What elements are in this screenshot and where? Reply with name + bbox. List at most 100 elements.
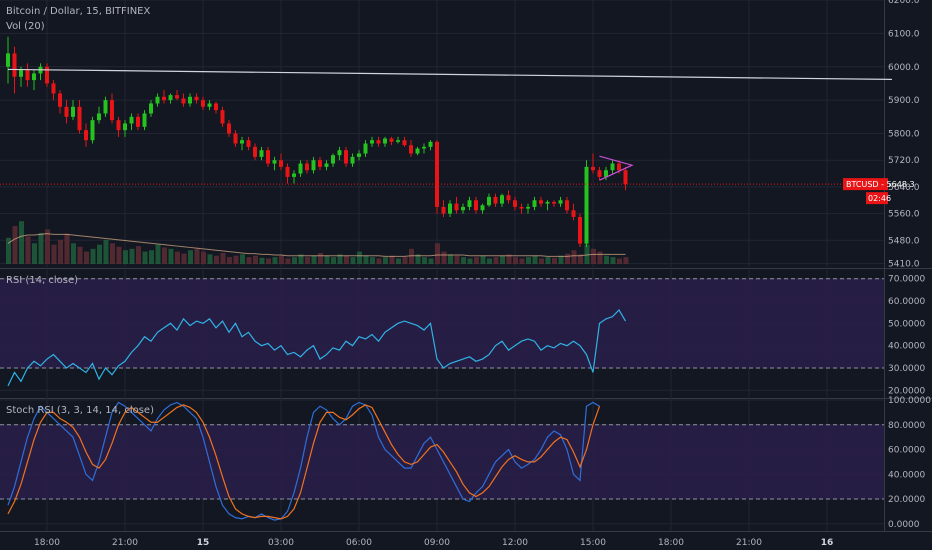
candle-body[interactable]	[402, 140, 407, 146]
candle-body[interactable]	[623, 170, 628, 185]
candle-body[interactable]	[272, 160, 277, 164]
candle-body[interactable]	[493, 196, 498, 204]
candle-body[interactable]	[110, 100, 114, 121]
candle-body[interactable]	[233, 133, 238, 144]
candle-body[interactable]	[142, 113, 147, 127]
candle-body[interactable]	[227, 123, 231, 134]
candle-body[interactable]	[344, 150, 348, 164]
candle-body[interactable]	[467, 200, 472, 207]
candle-body[interactable]	[441, 206, 446, 214]
rsi-pane[interactable]	[0, 278, 884, 387]
candle-body[interactable]	[370, 140, 374, 144]
candle-body[interactable]	[149, 103, 153, 114]
candle-body[interactable]	[97, 113, 101, 121]
candle-body[interactable]	[58, 93, 62, 107]
candle-body[interactable]	[331, 155, 335, 164]
candle-body[interactable]	[409, 145, 413, 154]
candle-body[interactable]	[350, 156, 355, 164]
candle-body[interactable]	[259, 150, 264, 157]
candle-body[interactable]	[162, 96, 166, 101]
candle-body[interactable]	[324, 163, 329, 167]
candle-body[interactable]	[480, 205, 485, 211]
candle-body[interactable]	[129, 116, 134, 124]
candlestick-series[interactable]	[6, 36, 628, 247]
candle-body[interactable]	[597, 170, 602, 177]
candle-body[interactable]	[71, 106, 75, 117]
candle-body[interactable]	[539, 200, 543, 204]
time-axis[interactable]: 18:00 21:00 15 03:00 06:00 09:00 12:00 15:00 18:…	[34, 538, 833, 548]
candle-body[interactable]	[51, 83, 56, 94]
candle-body[interactable]	[181, 98, 186, 104]
candle-body[interactable]	[558, 200, 563, 204]
candle-body[interactable]	[415, 148, 420, 154]
drawing-overlays[interactable]	[0, 68, 893, 185]
candle-body[interactable]	[578, 216, 582, 244]
trend-line[interactable]	[7, 68, 893, 81]
stoch-rsi-pane[interactable]	[0, 401, 884, 521]
candle-body[interactable]	[285, 166, 290, 177]
candle-body[interactable]	[12, 53, 17, 77]
candle-body[interactable]	[116, 120, 121, 131]
stoch-d-line[interactable]	[7, 404, 601, 520]
candle-body[interactable]	[175, 95, 179, 99]
candle-body[interactable]	[532, 200, 537, 207]
candle-body[interactable]	[617, 163, 621, 171]
candle-body[interactable]	[396, 140, 400, 142]
candle-body[interactable]	[357, 153, 361, 157]
candle-body[interactable]	[506, 195, 511, 201]
candle-body[interactable]	[64, 106, 69, 117]
candle-body[interactable]	[383, 138, 387, 144]
candle-body[interactable]	[584, 166, 589, 244]
candle-body[interactable]	[513, 200, 517, 207]
candle-body[interactable]	[500, 195, 504, 204]
stoch-k-line[interactable]	[7, 401, 600, 521]
candle-body[interactable]	[519, 206, 524, 209]
candle-body[interactable]	[376, 140, 381, 144]
candle-body[interactable]	[591, 166, 595, 171]
candle-body[interactable]	[32, 73, 36, 81]
candle-body[interactable]	[552, 201, 556, 204]
candle-body[interactable]	[337, 150, 342, 156]
candle-body[interactable]	[214, 103, 218, 111]
rsi-line[interactable]	[7, 308, 627, 387]
candle-body[interactable]	[435, 141, 439, 207]
candle-body[interactable]	[428, 141, 433, 147]
candle-body[interactable]	[454, 203, 459, 211]
candle-body[interactable]	[422, 146, 426, 149]
candle-body[interactable]	[292, 173, 296, 177]
candle-body[interactable]	[461, 206, 465, 211]
candle-body[interactable]	[311, 160, 316, 171]
candle-body[interactable]	[136, 116, 140, 127]
candle-body[interactable]	[220, 110, 225, 124]
candle-body[interactable]	[246, 140, 251, 147]
candle-body[interactable]	[305, 163, 309, 171]
candle-body[interactable]	[45, 66, 49, 84]
candle-body[interactable]	[363, 143, 368, 154]
candle-body[interactable]	[90, 120, 95, 141]
candle-body[interactable]	[240, 140, 244, 144]
candle-body[interactable]	[201, 100, 205, 107]
candle-body[interactable]	[77, 106, 82, 131]
candle-body[interactable]	[266, 150, 270, 164]
candle-body[interactable]	[545, 201, 550, 204]
candle-body[interactable]	[103, 100, 108, 114]
candle-body[interactable]	[318, 160, 322, 167]
candle-body[interactable]	[487, 196, 491, 206]
candle-body[interactable]	[25, 70, 30, 81]
candle-body[interactable]	[604, 170, 608, 177]
candle-body[interactable]	[253, 146, 257, 157]
candle-body[interactable]	[565, 200, 569, 211]
triangle-pattern-line[interactable]	[599, 155, 634, 181]
candle-body[interactable]	[19, 70, 23, 77]
candle-body[interactable]	[84, 130, 88, 141]
candle-body[interactable]	[194, 96, 199, 101]
candle-body[interactable]	[298, 163, 303, 174]
candle-body[interactable]	[526, 206, 530, 209]
candle-body[interactable]	[188, 96, 192, 104]
candle-body[interactable]	[123, 123, 127, 131]
candle-body[interactable]	[571, 210, 576, 217]
candle-body[interactable]	[168, 95, 173, 101]
candle-body[interactable]	[389, 138, 394, 142]
candle-body[interactable]	[474, 200, 478, 211]
candle-body[interactable]	[448, 203, 452, 214]
